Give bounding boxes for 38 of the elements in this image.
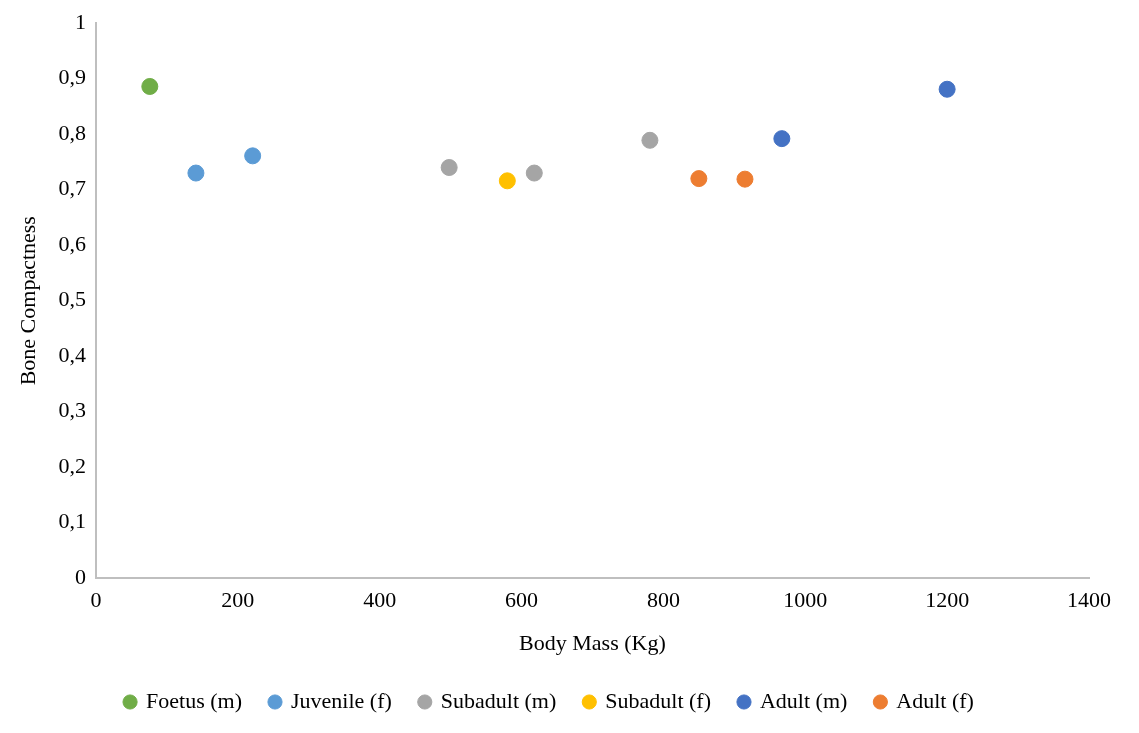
point — [244, 147, 262, 165]
y-tick-label: 0,8 — [58, 119, 86, 145]
x-tick-label: 200 — [221, 587, 255, 613]
y-axis-title: Bone Compactness — [14, 216, 40, 386]
legend-label: Subadult (m) — [440, 687, 557, 713]
x-tick-label: 800 — [646, 587, 680, 613]
legend-label: Adult (m) — [759, 687, 848, 713]
point — [938, 80, 956, 98]
point — [773, 130, 791, 148]
x-tick-label: 1400 — [1067, 587, 1111, 613]
y-tick-label: 0,7 — [58, 175, 86, 201]
point — [690, 170, 708, 188]
y-tick-label: 0,1 — [58, 508, 86, 534]
legend-label: Foetus (m) — [146, 687, 243, 713]
point — [187, 164, 205, 182]
legend-label: Juvenile (f) — [290, 687, 392, 713]
y-tick-label: 0,5 — [58, 286, 86, 312]
point — [525, 164, 543, 182]
y-tick-label: 0,4 — [58, 341, 86, 367]
point — [498, 172, 516, 190]
point — [736, 170, 754, 188]
y-tick-label: 0 — [74, 563, 86, 589]
y-tick-label: 0,9 — [58, 64, 86, 90]
y-tick-label: 0,2 — [58, 452, 86, 478]
x-tick-label: 0 — [90, 587, 102, 613]
legend-label: Subadult (f) — [605, 687, 711, 713]
x-tick-label: 1200 — [925, 587, 970, 613]
y-tick-label: 0,3 — [58, 397, 86, 423]
x-axis-title: Body Mass (Kg) — [519, 629, 666, 655]
x-tick-label: 400 — [363, 587, 397, 613]
point — [141, 77, 159, 95]
legend-label: Adult (f) — [896, 687, 974, 713]
y-tick-label: 1 — [74, 8, 86, 34]
point — [440, 159, 458, 176]
y-tick-label: 0,6 — [58, 230, 86, 256]
x-tick-label: 600 — [505, 587, 539, 613]
point — [641, 131, 659, 149]
x-tick-label: 1000 — [783, 587, 828, 613]
